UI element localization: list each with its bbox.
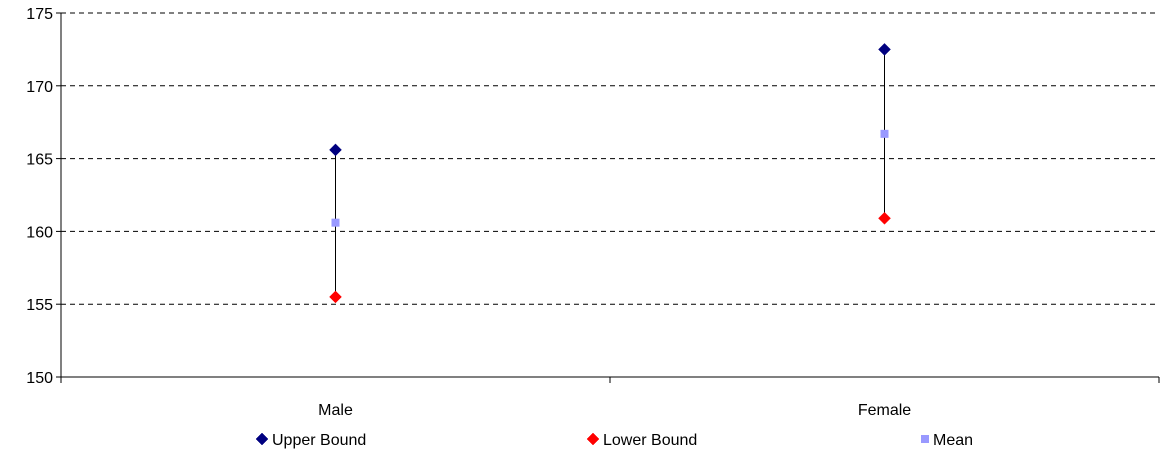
range-lines xyxy=(335,49,885,297)
point-upper-bound xyxy=(329,143,342,157)
y-tick-label: 165 xyxy=(26,152,53,169)
legend-marker-lower-bound xyxy=(586,432,600,446)
point-lower-bound xyxy=(329,290,342,304)
point-upper-bound xyxy=(878,43,891,56)
y-tick-label: 175 xyxy=(26,6,53,23)
y-tick-label: 155 xyxy=(26,297,53,314)
axes xyxy=(60,13,1160,383)
legend-label-lower-bound: Lower Bound xyxy=(603,432,697,449)
data-points xyxy=(329,43,891,304)
legend-label-upper-bound: Upper Bound xyxy=(272,432,366,449)
point-lower-bound xyxy=(878,211,891,225)
gridlines xyxy=(61,12,1159,305)
legend: Upper Bound Lower Bound Mean xyxy=(255,432,973,449)
y-tick-label: 170 xyxy=(26,79,53,96)
y-tick-label: 160 xyxy=(26,224,53,241)
legend-marker-mean xyxy=(921,435,929,443)
x-category-label: Male xyxy=(318,402,353,419)
y-tick-label: 150 xyxy=(26,370,53,387)
point-mean xyxy=(880,129,889,138)
x-category-label: Female xyxy=(858,402,911,419)
legend-label-mean: Mean xyxy=(933,432,973,449)
y-axis-ticks: 150 155 160 165 170 175 xyxy=(26,6,61,387)
legend-marker-upper-bound xyxy=(255,432,269,446)
x-axis-categories: Male Female xyxy=(318,402,911,419)
point-mean xyxy=(331,218,340,227)
